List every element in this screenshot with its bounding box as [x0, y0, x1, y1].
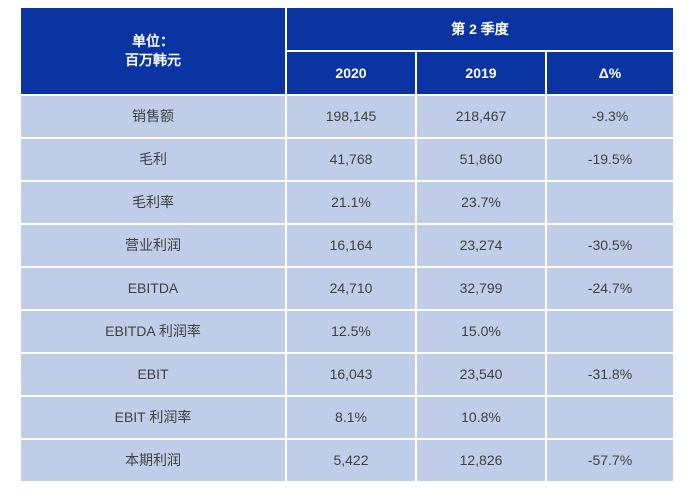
- cell-delta: [547, 397, 673, 438]
- cell-delta: [547, 311, 673, 352]
- row-label: 营业利润: [21, 225, 285, 266]
- unit-header-cell: 单位： 百万韩元: [21, 8, 285, 94]
- cell-2019: 15.0%: [417, 311, 545, 352]
- row-label: 毛利: [21, 139, 285, 180]
- cell-delta: -24.7%: [547, 268, 673, 309]
- cell-2020: 198,145: [287, 96, 415, 137]
- cell-2019: 32,799: [417, 268, 545, 309]
- quarter-header-cell: 第 2 季度: [287, 8, 673, 50]
- cell-2020: 12.5%: [287, 311, 415, 352]
- row-label: EBITDA: [21, 268, 285, 309]
- column-header-2020: 2020: [287, 52, 415, 94]
- cell-delta: [547, 182, 673, 223]
- cell-2020: 16,043: [287, 354, 415, 395]
- cell-2020: 8.1%: [287, 397, 415, 438]
- cell-2020: 5,422: [287, 440, 415, 481]
- cell-2019: 23,274: [417, 225, 545, 266]
- row-label: EBITDA 利润率: [21, 311, 285, 352]
- cell-delta: -57.7%: [547, 440, 673, 481]
- cell-2019: 23,540: [417, 354, 545, 395]
- unit-label-line1: 单位：: [132, 33, 174, 50]
- column-header-delta: Δ%: [547, 52, 673, 94]
- cell-delta: -19.5%: [547, 139, 673, 180]
- column-header-2019: 2019: [417, 52, 545, 94]
- cell-2019: 12,826: [417, 440, 545, 481]
- cell-delta: -31.8%: [547, 354, 673, 395]
- cell-2020: 16,164: [287, 225, 415, 266]
- cell-2019: 10.8%: [417, 397, 545, 438]
- row-label: EBIT 利润率: [21, 397, 285, 438]
- row-label: 毛利率: [21, 182, 285, 223]
- cell-2020: 24,710: [287, 268, 415, 309]
- unit-label-line2: 百万韩元: [125, 52, 181, 68]
- row-label: 本期利润: [21, 440, 285, 481]
- row-label: EBIT: [21, 354, 285, 395]
- cell-2019: 218,467: [417, 96, 545, 137]
- cell-delta: -9.3%: [547, 96, 673, 137]
- cell-2019: 51,860: [417, 139, 545, 180]
- cell-2020: 21.1%: [287, 182, 415, 223]
- cell-2019: 23.7%: [417, 182, 545, 223]
- row-label: 销售额: [21, 96, 285, 137]
- financial-table: 单位： 百万韩元 第 2 季度 2020 2019 Δ% 销售额 198,145…: [21, 8, 673, 481]
- cell-delta: -30.5%: [547, 225, 673, 266]
- cell-2020: 41,768: [287, 139, 415, 180]
